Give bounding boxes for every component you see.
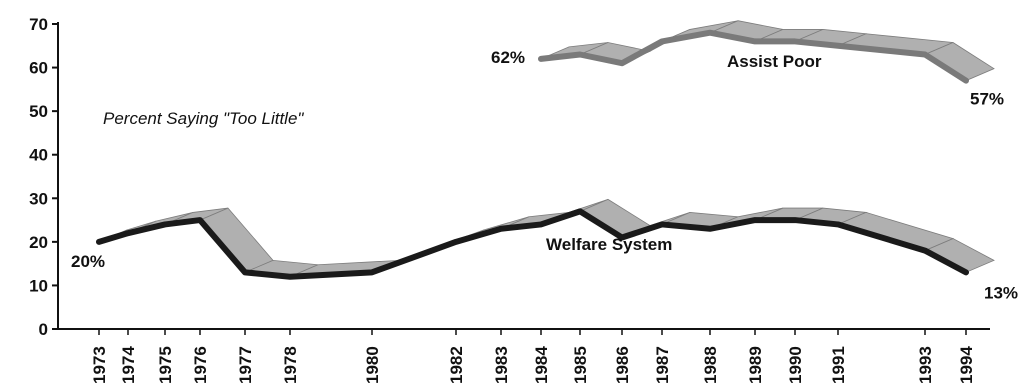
x-tick-label: 1980 bbox=[363, 346, 382, 384]
annotations: 20% 13% Welfare System 62% 57% Assist Poor bbox=[71, 48, 1018, 303]
series-name-label: Assist Poor bbox=[727, 52, 822, 71]
x-tick-label: 1994 bbox=[957, 346, 976, 384]
series-lines bbox=[96, 29, 969, 280]
x-tick-label: 1978 bbox=[281, 346, 300, 384]
x-tick-label: 1976 bbox=[191, 346, 210, 384]
series-start-label: 20% bbox=[71, 252, 105, 271]
y-tick-label: 10 bbox=[29, 276, 48, 295]
x-tick-label: 1984 bbox=[532, 346, 551, 384]
x-tick-label: 1993 bbox=[916, 346, 935, 384]
y-tick-label: 70 bbox=[29, 15, 48, 34]
x-tick-label: 1975 bbox=[156, 346, 175, 384]
x-tick-label: 1988 bbox=[701, 346, 720, 384]
x-tick-label: 1985 bbox=[571, 346, 590, 384]
x-tick-label: 1987 bbox=[653, 346, 672, 384]
x-tick-label: 1986 bbox=[613, 346, 632, 384]
y-tick-label: 0 bbox=[39, 320, 48, 339]
x-tick-label: 1982 bbox=[447, 346, 466, 384]
y-tick-label: 60 bbox=[29, 59, 48, 78]
x-tick-label: 1991 bbox=[829, 346, 848, 384]
x-tick-label: 1990 bbox=[786, 346, 805, 384]
y-tick-label: 50 bbox=[29, 102, 48, 121]
series-start-label: 62% bbox=[491, 48, 525, 67]
x-tick-label: 1974 bbox=[119, 346, 138, 384]
series-end-label: 13% bbox=[984, 283, 1018, 302]
y-tick-label: 30 bbox=[29, 189, 48, 208]
x-tick-label: 1973 bbox=[90, 346, 109, 384]
series-line bbox=[538, 29, 969, 84]
x-tick-label: 1989 bbox=[746, 346, 765, 384]
series-name-label: Welfare System bbox=[546, 235, 672, 254]
x-tick-label: 1977 bbox=[236, 346, 255, 384]
y-tick-label: 40 bbox=[29, 146, 48, 165]
y-axis: 0 10 20 30 40 50 60 70 bbox=[29, 15, 59, 339]
y-tick-label: 20 bbox=[29, 233, 48, 252]
x-axis: 1973 1974 1975 1976 1977 1978 1980 1982 1983 1984… bbox=[58, 328, 990, 384]
chart-subtitle: Percent Saying "Too Little" bbox=[103, 109, 304, 128]
series-end-label: 57% bbox=[970, 90, 1004, 109]
x-tick-label: 1983 bbox=[492, 346, 511, 384]
